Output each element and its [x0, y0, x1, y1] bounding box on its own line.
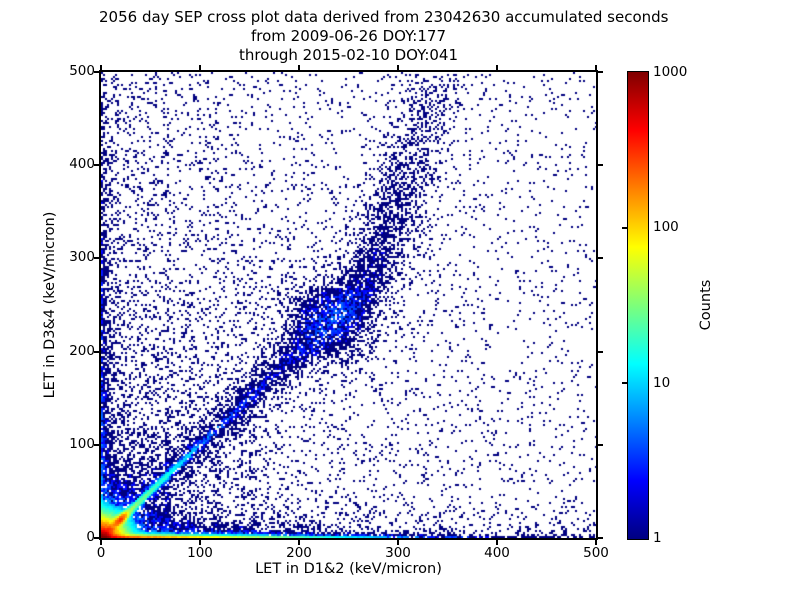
y-tick-mark-left [94, 350, 99, 353]
x-tick-mark-top [496, 65, 498, 70]
colorbar-tick-label: 10 [653, 374, 671, 391]
colorbar [627, 71, 649, 540]
x-tick-label: 100 [187, 545, 213, 561]
y-tick-label: 300 [69, 249, 95, 266]
x-tick-label: 0 [96, 545, 106, 561]
title-line-1: 2056 day SEP cross plot data derived fro… [99, 8, 669, 26]
y-tick-label: 500 [69, 63, 95, 79]
x-tick-mark-bottom [397, 540, 399, 545]
colorbar-tick-mark [622, 226, 627, 229]
colorbar-tick-label: 100 [653, 219, 679, 236]
x-tick-label: 500 [583, 545, 609, 561]
x-tick-mark-top [199, 65, 201, 70]
colorbar-tick-label: 1000 [653, 64, 688, 80]
x-tick-label: 400 [484, 545, 510, 561]
y-tick-mark-right [598, 257, 603, 260]
colorbar-label: Counts [698, 279, 714, 331]
x-tick-mark-bottom [496, 540, 498, 545]
y-tick-mark-right [598, 443, 603, 446]
x-tick-mark-bottom [595, 540, 597, 545]
chart-title: 2056 day SEP cross plot data derived fro… [99, 8, 669, 65]
x-tick-label: 200 [286, 545, 312, 561]
colorbar-tick-label: 1 [653, 530, 662, 546]
y-tick-mark-right [598, 537, 603, 539]
x-tick-mark-top [100, 65, 102, 70]
y-tick-mark-left [94, 257, 99, 260]
x-axis-label: LET in D1&2 (keV/micron) [255, 561, 442, 577]
x-tick-mark-top [298, 65, 300, 70]
y-tick-label: 100 [69, 435, 95, 452]
y-tick-mark-left [94, 537, 99, 539]
x-tick-mark-top [397, 65, 399, 70]
y-tick-label: 400 [69, 156, 95, 173]
x-tick-mark-bottom [298, 540, 300, 545]
y-axis-label: LET in D3&4 (keV/micron) [42, 211, 58, 399]
scatter-canvas [101, 72, 596, 538]
y-tick-mark-left [94, 71, 99, 73]
y-tick-label: 0 [86, 529, 95, 545]
x-tick-mark-bottom [199, 540, 201, 545]
colorbar-tick-mark [622, 382, 627, 385]
x-tick-mark-top [595, 65, 597, 70]
y-tick-mark-right [598, 350, 603, 353]
title-line-3: through 2015-02-10 DOY:041 [238, 46, 459, 64]
y-tick-mark-left [94, 443, 99, 446]
title-line-2: from 2009-06-26 DOY:177 [250, 27, 446, 45]
y-tick-mark-left [94, 164, 99, 167]
y-tick-mark-right [598, 164, 603, 167]
x-tick-label: 300 [385, 545, 411, 561]
y-tick-label: 200 [69, 342, 95, 359]
y-tick-mark-right [598, 71, 603, 73]
plot-area [99, 70, 598, 540]
x-tick-mark-bottom [100, 540, 102, 545]
